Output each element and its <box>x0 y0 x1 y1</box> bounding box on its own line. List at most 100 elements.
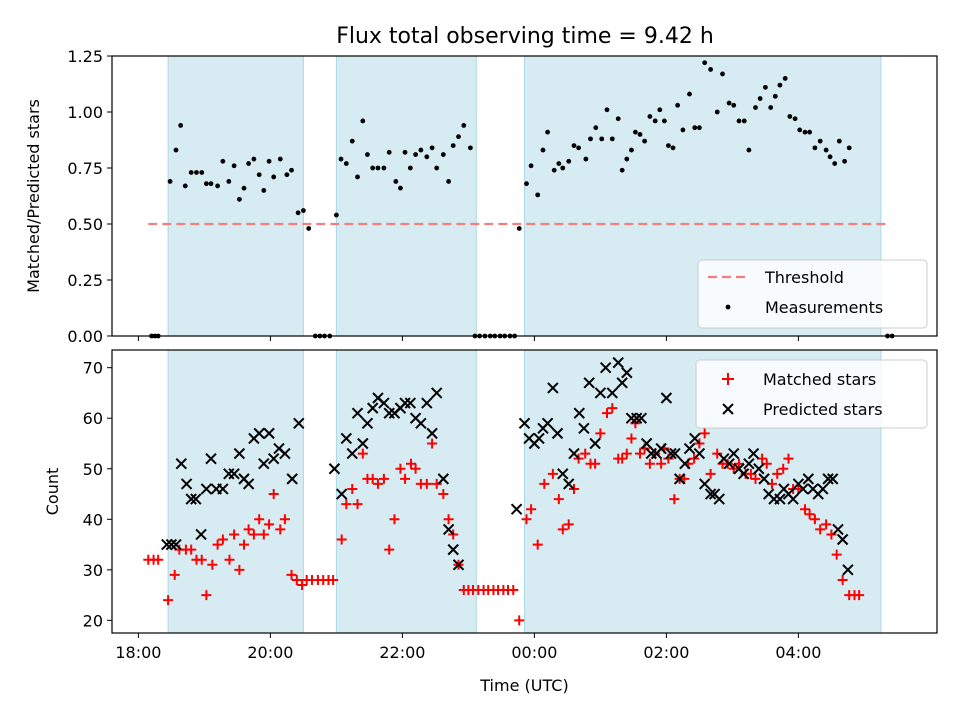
predicted-star-point <box>573 407 585 419</box>
measurement-point <box>220 158 226 164</box>
matched-star-point <box>410 463 421 474</box>
measurement-point <box>407 165 413 171</box>
matched-star-point <box>357 448 368 459</box>
matched-star-point <box>279 514 290 525</box>
legend-threshold-label: Threshold <box>764 268 844 287</box>
predicted-star-point <box>698 478 711 490</box>
matched-star-point <box>153 554 164 565</box>
matched-star-point <box>617 453 628 464</box>
matched-star-point <box>328 574 339 585</box>
matched-star-point <box>400 473 411 484</box>
measurement-point <box>516 226 522 231</box>
matched-star-point <box>772 468 783 479</box>
predicted-star-point <box>279 447 291 460</box>
predicted-star-point <box>842 564 854 576</box>
measurement-point <box>226 179 232 184</box>
predicted-star-point <box>442 523 455 536</box>
matched-star-point <box>224 554 235 565</box>
measurement-point <box>429 145 435 151</box>
count-panel: 20 30 40 50 60 70 18:00 20:00 22:00 00:00 02:00 04:… <box>43 349 938 695</box>
predicted-star-point <box>599 361 612 374</box>
matched-star-point <box>352 499 363 510</box>
matched-star-point <box>783 453 794 464</box>
measurement-point <box>277 156 283 162</box>
matched-star-point <box>689 453 700 464</box>
predicted-star-point <box>253 427 265 440</box>
measurement-point <box>418 147 424 153</box>
predicted-star-point <box>704 488 717 500</box>
measurement-point <box>670 145 676 151</box>
matched-star-point <box>778 463 789 474</box>
matched-star-point <box>291 574 302 585</box>
y-tick-label: 70 <box>83 359 103 378</box>
matched-star-point <box>831 549 842 560</box>
matched-star-point <box>621 448 632 459</box>
measurement-point <box>817 138 823 144</box>
measurement-point <box>440 152 446 157</box>
measurement-point <box>842 158 847 164</box>
measurement-point <box>647 114 653 119</box>
legend-predicted-swatch <box>722 403 734 415</box>
measurement-point <box>657 107 663 113</box>
plot-frame <box>111 55 938 337</box>
matched-star-point <box>734 458 744 469</box>
matched-star-point <box>602 408 612 419</box>
measurement-point <box>675 102 681 108</box>
predicted-star-point <box>366 402 379 414</box>
measurement-point <box>301 208 306 213</box>
predicted-star-point <box>185 493 197 505</box>
y-tick-label: 1.25 <box>67 47 103 66</box>
predicted-star-point <box>351 407 364 419</box>
legend: Threshold Measurements <box>697 259 928 329</box>
measurement-point <box>424 154 430 160</box>
matched-star-point <box>539 478 550 489</box>
measurement-point <box>736 118 742 124</box>
matched-star-point <box>815 524 826 535</box>
matched-star-point <box>607 403 618 414</box>
matched-star-point <box>431 478 442 489</box>
series-predicted-stars <box>161 356 854 576</box>
measurement-point <box>836 138 842 144</box>
predicted-star-point <box>612 356 624 369</box>
predicted-star-point <box>328 463 341 475</box>
matched-star-point <box>821 519 832 530</box>
y-axis-label: Count <box>43 468 62 516</box>
measurement-point <box>370 165 376 171</box>
y-tick-label: 40 <box>83 510 103 529</box>
measurement-point <box>772 93 778 99</box>
measurement-point <box>827 154 833 160</box>
measurement-point <box>461 123 467 128</box>
measurement-point <box>355 174 360 180</box>
measurement-point <box>349 138 355 144</box>
matched-star-point <box>626 433 637 444</box>
measurement-point <box>284 172 290 178</box>
predicted-star-point <box>346 447 358 460</box>
measurement-point <box>593 125 599 131</box>
predicted-star-point <box>817 483 829 495</box>
matched-star-point <box>547 468 558 479</box>
predicted-star-point <box>263 427 275 440</box>
predicted-star-point <box>728 447 740 460</box>
matched-star-point <box>514 615 525 626</box>
measurement-point <box>609 136 615 142</box>
measurement-point <box>637 132 643 137</box>
y-tick-label: 0.50 <box>67 215 103 234</box>
matched-star-point <box>421 478 432 489</box>
predicted-star-point <box>165 538 178 551</box>
measurement-point <box>271 174 277 180</box>
legend-box <box>695 359 928 429</box>
matched-star-point <box>341 499 352 510</box>
predicted-star-point <box>655 442 667 455</box>
measurement-point <box>599 136 605 142</box>
measurement-point <box>787 114 793 119</box>
matched-star-point <box>268 489 279 500</box>
measurement-point <box>777 82 783 88</box>
predicted-star-point <box>195 528 207 541</box>
measurement-point <box>615 116 621 122</box>
predicted-star-point <box>551 427 564 440</box>
measurement-point <box>386 149 392 155</box>
matched-star-point <box>186 544 197 555</box>
predicted-star-point <box>242 478 255 490</box>
measurement-point <box>556 161 562 166</box>
measurement-point <box>450 143 456 149</box>
